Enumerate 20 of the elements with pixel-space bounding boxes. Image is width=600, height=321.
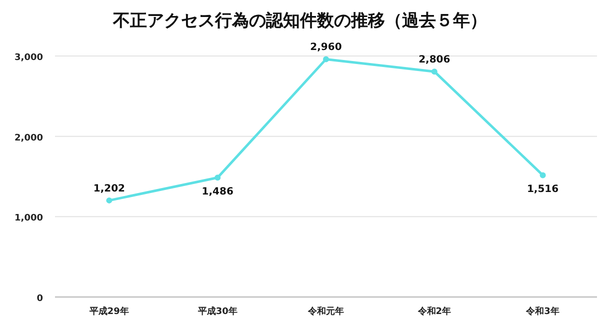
point [106,197,112,204]
y-tick-label: 3,000 [14,53,43,63]
x-tick-label: 平成30年 [196,306,238,317]
data-label: 1,516 [526,184,559,196]
x-tick-label: 令和元年 [307,306,344,317]
data-label: 2,806 [418,54,450,66]
point [431,68,438,75]
y-tick-label: 0 [36,294,43,304]
y-tick-label: 1,000 [14,214,43,224]
x-tick-label: 令和3年 [525,306,560,317]
point [540,172,546,178]
data-label: 1,202 [93,183,126,194]
data-label: 2,960 [310,42,342,54]
point [323,56,329,62]
chart-title: 不正アクセス行為の認知件数の推移（過去５年） [112,11,487,31]
x-tick-label: 令和2年 [416,306,452,317]
x-tick-label: 平成29年 [88,306,129,317]
data-label: 1,486 [202,186,234,198]
point [214,174,221,181]
y-tick-label: 2,000 [14,133,43,144]
